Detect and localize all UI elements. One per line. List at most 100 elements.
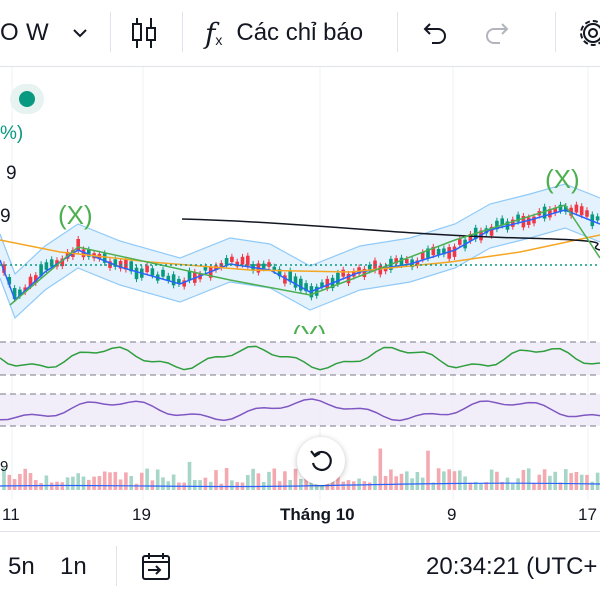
candle-body: [299, 278, 303, 291]
market-status-dot[interactable]: [10, 84, 44, 114]
candle-body: [378, 265, 383, 275]
reset-chart-button[interactable]: [297, 437, 345, 485]
range-1n-label: 1n: [60, 552, 87, 580]
volume-bar: [161, 477, 165, 490]
date-range-button[interactable]: [140, 532, 172, 601]
volume-bar: [452, 471, 457, 490]
range-1n-button[interactable]: 1n: [60, 532, 87, 601]
volume-bar: [44, 475, 49, 490]
price-chart[interactable]: [0, 67, 600, 530]
x-axis-label: 17: [578, 505, 597, 524]
moving-average-line: [0, 234, 600, 273]
volume-bar: [283, 471, 287, 490]
volume-bar: [378, 448, 383, 490]
candle-body: [304, 283, 308, 292]
wave-label-x[interactable]: (X): [545, 164, 580, 194]
clock-label: 20:34:21 (UTC+: [426, 552, 598, 580]
candle-body: [452, 246, 457, 257]
volume-bar: [145, 468, 149, 490]
volume-bar: [564, 469, 568, 490]
volume-bar: [187, 461, 192, 490]
volume-bar: [431, 482, 436, 490]
volume-bar: [394, 476, 398, 490]
candle-body: [447, 247, 451, 259]
settings-button[interactable]: [575, 0, 600, 66]
candle-body: [272, 266, 277, 271]
wave-label-y[interactable]: (Y): [292, 320, 327, 334]
volume-bar: [118, 479, 123, 490]
volume-bar: [479, 483, 483, 490]
chevron-down-icon: [72, 29, 87, 38]
candle-body: [595, 216, 600, 221]
volume-bar: [516, 478, 520, 490]
candle-body: [436, 248, 441, 255]
candle-body: [564, 206, 568, 212]
candle-body: [346, 273, 351, 284]
candle-body: [526, 217, 531, 226]
symbol-button[interactable]: O: [0, 0, 19, 66]
toolbar-divider: [555, 12, 556, 52]
candle-body: [516, 214, 520, 222]
volume-bar: [500, 482, 504, 490]
volume-bar: [336, 476, 340, 490]
candle-body: [532, 216, 536, 224]
interval-button[interactable]: W: [26, 0, 87, 66]
top-toolbar: O W f x Các chỉ báo: [0, 0, 600, 67]
volume-bar: [436, 468, 441, 490]
indicators-button[interactable]: f x Các chỉ báo: [205, 0, 363, 66]
candle-body: [468, 233, 473, 241]
volume-bar: [468, 482, 473, 490]
candle-body: [12, 288, 17, 300]
fx-icon: f: [205, 16, 216, 50]
legend-value: 9: [6, 163, 17, 184]
undo-button[interactable]: [420, 0, 448, 66]
range-5n-button[interactable]: 5n: [8, 532, 35, 601]
candle-body: [283, 275, 287, 284]
candle-body: [399, 257, 404, 265]
candle-body: [548, 209, 552, 218]
wave-label-x[interactable]: (X): [58, 200, 93, 230]
volume-bar: [140, 472, 144, 490]
reset-icon: [310, 450, 332, 472]
volume-bar: [23, 468, 27, 490]
candle-body: [267, 262, 271, 267]
candle-body: [314, 286, 319, 296]
candle-body: [579, 206, 584, 216]
volume-bar: [155, 469, 160, 490]
candle-body: [18, 289, 22, 296]
range-5n-label: 5n: [8, 552, 35, 580]
volume-bar: [389, 469, 393, 490]
volume-bar: [28, 473, 33, 490]
bollinger-lower: [0, 227, 600, 320]
volume-bar: [113, 471, 118, 490]
candle-body: [405, 259, 409, 264]
volume-bar: [214, 470, 218, 490]
volume-bar: [71, 476, 75, 490]
chart-type-button[interactable]: [128, 0, 160, 66]
redo-button[interactable]: [484, 0, 512, 66]
volume-bar: [198, 480, 202, 490]
volume-bar: [97, 476, 102, 490]
volume-bar: [224, 468, 229, 490]
candle-body: [224, 258, 229, 265]
bottom-toolbar: 5n 1n 20:34:21 (UTC+: [0, 531, 600, 601]
candle-body: [367, 264, 372, 271]
volume-bar: [447, 469, 451, 490]
volume-bar: [542, 469, 547, 490]
volume-bar: [129, 476, 133, 490]
volume-bar: [246, 474, 250, 490]
volume-bar: [352, 481, 356, 490]
candle-body: [246, 255, 250, 266]
candle-body: [150, 268, 155, 276]
volume-bar: [405, 471, 409, 490]
candle-body: [415, 260, 420, 266]
candle-body: [341, 269, 345, 277]
candle-body: [28, 276, 33, 287]
candle-body: [431, 246, 436, 256]
candle-body: [161, 269, 165, 277]
clock-timezone-button[interactable]: 20:34:21 (UTC+: [426, 532, 597, 601]
toolbar-divider: [182, 12, 183, 52]
candle-body: [203, 266, 208, 271]
volume-bar: [102, 471, 107, 490]
candle-body: [81, 249, 86, 258]
